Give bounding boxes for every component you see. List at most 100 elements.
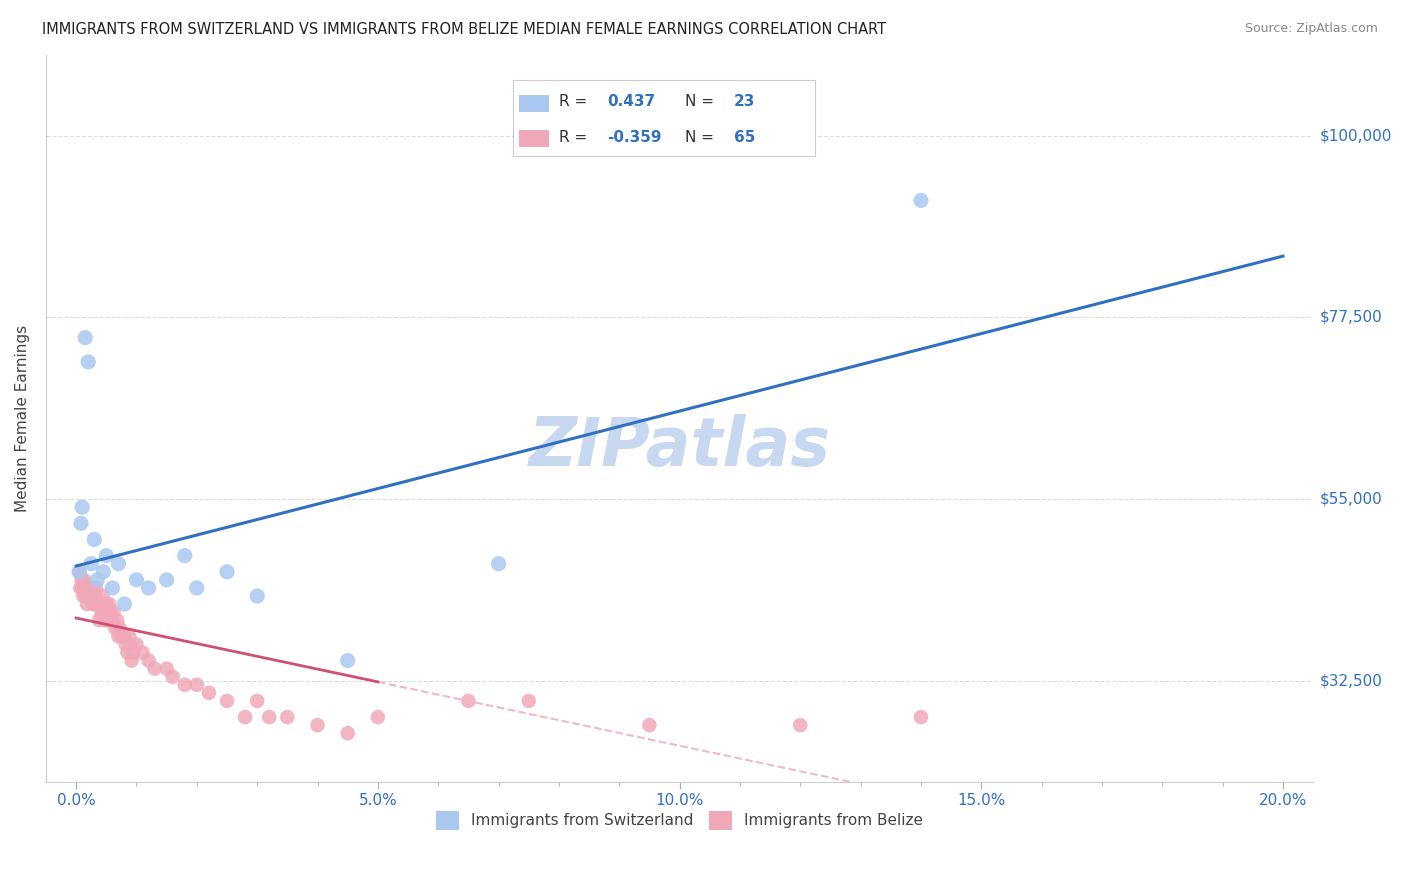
Point xyxy=(138,581,160,595)
Point xyxy=(84,581,107,595)
Point xyxy=(77,581,100,595)
Text: IMMIGRANTS FROM SWITZERLAND VS IMMIGRANTS FROM BELIZE MEDIAN FEMALE EARNINGS COR: IMMIGRANTS FROM SWITZERLAND VS IMMIGRANT… xyxy=(42,22,886,37)
Point xyxy=(276,710,298,724)
Point xyxy=(96,549,118,563)
Point xyxy=(91,565,114,579)
Point xyxy=(114,637,136,651)
Point xyxy=(336,654,359,668)
Point xyxy=(94,613,117,627)
Point xyxy=(156,662,179,676)
Point xyxy=(83,533,105,547)
Point xyxy=(100,605,122,619)
Point xyxy=(79,581,101,595)
Point xyxy=(367,710,389,724)
Point xyxy=(75,331,97,345)
Text: N =: N = xyxy=(686,129,720,145)
Point xyxy=(70,573,93,587)
Point xyxy=(118,629,141,643)
Point xyxy=(77,355,100,369)
Point xyxy=(143,662,166,676)
Y-axis label: Median Female Earnings: Median Female Earnings xyxy=(15,325,30,512)
Point xyxy=(910,710,932,724)
Point xyxy=(91,589,114,603)
Point xyxy=(73,573,96,587)
Point xyxy=(87,613,110,627)
Text: ZIPatlas: ZIPatlas xyxy=(529,415,831,481)
Point xyxy=(488,557,510,571)
Point xyxy=(70,581,93,595)
Point xyxy=(173,678,195,692)
Point xyxy=(110,629,132,643)
Point xyxy=(156,573,179,587)
Point xyxy=(307,718,329,732)
Point xyxy=(107,557,129,571)
Bar xyxy=(519,95,550,112)
Point xyxy=(69,581,91,595)
Point xyxy=(131,646,153,660)
Point xyxy=(90,605,112,619)
Point xyxy=(75,589,97,603)
Text: Source: ZipAtlas.com: Source: ZipAtlas.com xyxy=(1244,22,1378,36)
Point xyxy=(107,629,129,643)
Point xyxy=(246,589,269,603)
Point xyxy=(84,589,107,603)
Point xyxy=(103,605,125,619)
Point xyxy=(105,613,128,627)
Text: N =: N = xyxy=(686,94,720,109)
Point xyxy=(112,597,135,611)
Point xyxy=(86,597,108,611)
Point xyxy=(80,557,103,571)
Point xyxy=(162,670,184,684)
Point xyxy=(186,581,208,595)
Point xyxy=(104,621,127,635)
Text: 23: 23 xyxy=(734,94,755,109)
Text: 0.437: 0.437 xyxy=(607,94,655,109)
Point xyxy=(80,589,103,603)
Point xyxy=(76,597,98,611)
Point xyxy=(75,581,97,595)
Point xyxy=(215,694,238,708)
Text: $55,000: $55,000 xyxy=(1319,491,1382,507)
Point xyxy=(82,597,104,611)
Point xyxy=(257,710,280,724)
Point xyxy=(101,613,124,627)
Point xyxy=(125,637,148,651)
Point xyxy=(70,500,93,515)
Point xyxy=(186,678,208,692)
Point xyxy=(120,637,142,651)
Text: $100,000: $100,000 xyxy=(1319,128,1392,144)
Point xyxy=(173,549,195,563)
Point xyxy=(79,589,101,603)
Point xyxy=(70,516,93,531)
Point xyxy=(198,686,221,700)
Text: 65: 65 xyxy=(734,129,755,145)
Point xyxy=(125,573,148,587)
Point xyxy=(112,629,135,643)
Point xyxy=(96,597,118,611)
Point xyxy=(457,694,479,708)
Point xyxy=(86,573,108,587)
Point xyxy=(67,565,90,579)
Point xyxy=(122,646,145,660)
Point xyxy=(246,694,269,708)
Point xyxy=(336,726,359,740)
Point xyxy=(117,646,139,660)
Point xyxy=(789,718,811,732)
Point xyxy=(96,613,118,627)
Point xyxy=(91,605,114,619)
Point xyxy=(233,710,256,724)
Text: $77,500: $77,500 xyxy=(1319,310,1382,325)
Point xyxy=(121,654,143,668)
Text: R =: R = xyxy=(558,129,592,145)
Text: -0.359: -0.359 xyxy=(607,129,661,145)
Point xyxy=(138,654,160,668)
Point xyxy=(215,565,238,579)
Point xyxy=(108,621,131,635)
Point xyxy=(82,581,104,595)
Point xyxy=(89,597,111,611)
Text: R =: R = xyxy=(558,94,592,109)
Point xyxy=(72,589,94,603)
Point xyxy=(638,718,661,732)
Point xyxy=(910,194,932,208)
Point xyxy=(98,597,121,611)
